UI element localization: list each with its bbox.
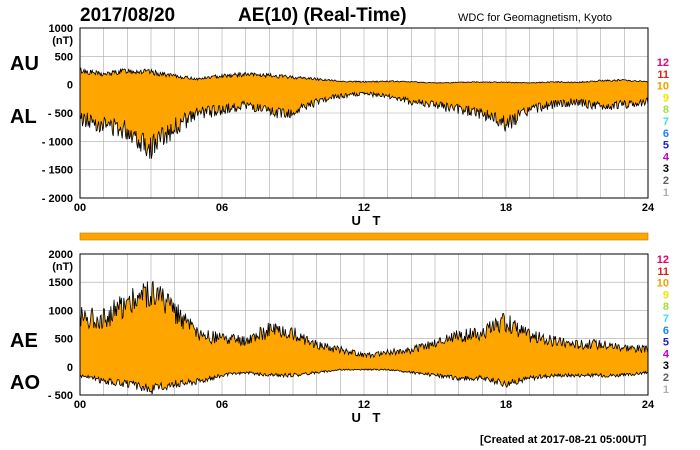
y-tick-label-0-3: - 500	[48, 108, 73, 120]
plot-frame-0	[79, 27, 649, 199]
y-tick-label-1-4: 0	[67, 362, 73, 374]
y-tick-label-1-1: 1500	[49, 277, 73, 289]
station-count-1-6: 6	[663, 325, 669, 337]
y-tick-label-1-5: - 500	[48, 390, 73, 402]
x-tick-label-1-2: 12	[358, 399, 370, 411]
station-count-1-8: 8	[663, 301, 669, 313]
station-count-0-11: 11	[657, 69, 669, 81]
plot-frame-1	[79, 253, 649, 396]
source-label: WDC for Geomagnetism, Kyoto	[458, 12, 612, 24]
data-status-bar	[79, 232, 649, 241]
y-tick-label-1-0: 2000	[49, 249, 73, 261]
date-title: 2017/08/20	[80, 5, 175, 26]
station-count-0-4: 4	[663, 151, 670, 163]
series-label-1-0: AE	[10, 330, 38, 352]
station-count-0-10: 10	[657, 81, 669, 93]
unit-label-0: (nT)	[52, 35, 73, 47]
y-tick-label-1-2: 1000	[49, 305, 73, 317]
series-label-0-1: AL	[10, 106, 37, 128]
au-al-panel: 1000 500 0 - 500 - 1000 - 1500 - 2000 (nT) 00 06 1…	[10, 23, 655, 228]
x-axis-label-1: U T	[352, 410, 385, 425]
y-tick-label-1-3: 500	[55, 334, 73, 346]
y-tick-label-0-5: - 1500	[42, 165, 73, 177]
station-count-1-12: 12	[657, 254, 669, 266]
station-count-0-8: 8	[663, 104, 669, 116]
x-axis-label-0: U T	[352, 213, 385, 228]
x-tick-label-1-0: 00	[74, 399, 86, 411]
station-count-0-12: 12	[657, 57, 669, 69]
x-tick-label-1-4: 24	[642, 399, 655, 411]
series-label-0-0: AU	[10, 53, 39, 75]
station-count-1-10: 10	[657, 278, 669, 290]
y-tick-label-0-1: 500	[55, 51, 73, 63]
y-tick-label-0-0: 1000	[49, 23, 73, 35]
range-area-0	[80, 68, 648, 159]
station-count-0-9: 9	[663, 92, 669, 104]
station-count-1-4: 4	[663, 348, 670, 360]
y-tick-label-0-6: - 2000	[42, 193, 73, 205]
x-tick-label-0-0: 00	[74, 202, 86, 214]
range-area-1	[80, 281, 648, 394]
station-count-1-5: 5	[663, 337, 669, 349]
created-timestamp: [Created at 2017-08-21 05:00UT]	[480, 434, 647, 446]
station-count-0-5: 5	[663, 140, 669, 152]
station-count-0-1: 1	[663, 187, 669, 199]
station-count-0-7: 7	[663, 116, 669, 128]
x-tick-label-0-3: 18	[500, 202, 512, 214]
station-count-0-2: 2	[663, 175, 669, 187]
x-tick-label-0-1: 06	[216, 202, 228, 214]
index-title: AE(10) (Real-Time)	[238, 5, 407, 26]
unit-label-1: (nT)	[52, 261, 73, 273]
station-count-0-3: 3	[663, 163, 669, 175]
lower-envelope-1	[79, 368, 649, 395]
station-count-1-3: 3	[663, 360, 669, 372]
station-count-1-11: 11	[657, 266, 669, 278]
series-label-1-1: AO	[10, 372, 40, 394]
x-tick-label-0-4: 24	[642, 202, 655, 214]
station-count-1-1: 1	[663, 384, 669, 396]
x-tick-label-1-3: 18	[500, 399, 512, 411]
x-tick-label-1-1: 06	[216, 399, 228, 411]
lower-envelope-0	[79, 91, 649, 159]
station-count-0-6: 6	[663, 128, 669, 140]
y-tick-label-0-4: - 1000	[42, 136, 73, 148]
station-count-1-9: 9	[663, 289, 669, 301]
x-tick-label-0-2: 12	[358, 202, 370, 214]
ae-ao-panel: 2000 1500 1000 500 0 - 500 (nT) 00 06 12 18 24 U T AE…	[10, 249, 655, 425]
station-count-1-2: 2	[663, 372, 669, 384]
upper-envelope-1	[79, 281, 649, 359]
y-tick-label-0-2: 0	[67, 80, 73, 92]
station-count-1-7: 7	[663, 313, 669, 325]
upper-envelope-0	[79, 67, 649, 84]
